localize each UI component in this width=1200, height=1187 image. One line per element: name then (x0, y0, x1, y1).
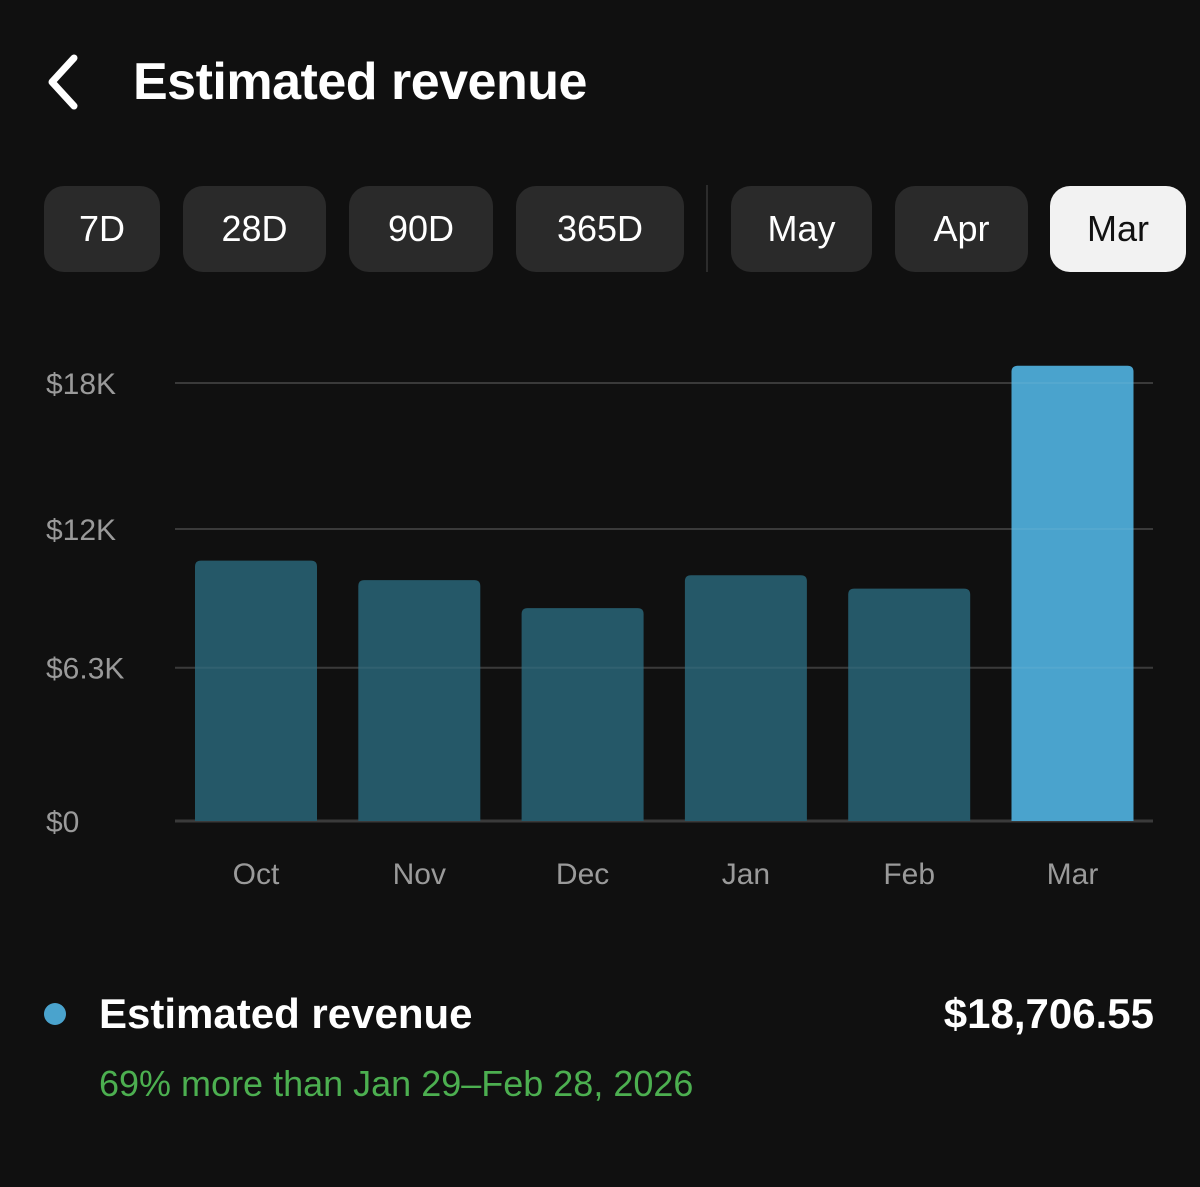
y-tick-label: $12K (46, 514, 116, 547)
back-button[interactable] (30, 44, 94, 120)
range-chip-mar[interactable]: Mar (1050, 186, 1186, 272)
bar-oct (195, 560, 317, 821)
bar-jan (684, 575, 807, 821)
comparison-text: 69% more than Jan 29–Feb 28, 2026 (99, 1063, 694, 1104)
x-tick-label: Jan (722, 858, 770, 891)
range-chip-365d[interactable]: 365D (516, 186, 684, 272)
range-chip-28d[interactable]: 28D (183, 186, 326, 272)
revenue-total-value: $18,706.55 (943, 990, 1154, 1037)
bar-dec (521, 608, 644, 821)
bar-feb (848, 588, 971, 821)
range-chip-may[interactable]: May (731, 186, 872, 272)
x-tick-label: Oct (233, 858, 280, 891)
x-tick-label: Nov (393, 858, 446, 891)
bar-nov (358, 580, 481, 821)
legend-label: Estimated revenue (99, 990, 473, 1037)
page-title: Estimated revenue (133, 53, 587, 111)
chevron-left-icon (48, 54, 78, 110)
revenue-bar-chart: $0 $6.3K $12K $18K Oct Nov Dec Jan Feb Mar (46, 365, 1153, 891)
range-chip-apr[interactable]: Apr (895, 186, 1028, 272)
legend-dot (44, 1003, 66, 1025)
x-tick-label: Feb (883, 858, 935, 891)
x-tick-label: Dec (556, 858, 609, 891)
y-tick-label: $6.3K (46, 653, 124, 686)
range-chip-90d[interactable]: 90D (349, 186, 493, 272)
range-chip-7d[interactable]: 7D (44, 186, 160, 272)
y-tick-label: $18K (46, 368, 116, 401)
chip-divider (706, 185, 708, 272)
x-tick-label: Mar (1047, 858, 1099, 891)
y-tick-label: $0 (46, 806, 79, 839)
bar-mar (1011, 365, 1134, 821)
header: Estimated revenue (0, 0, 1200, 160)
